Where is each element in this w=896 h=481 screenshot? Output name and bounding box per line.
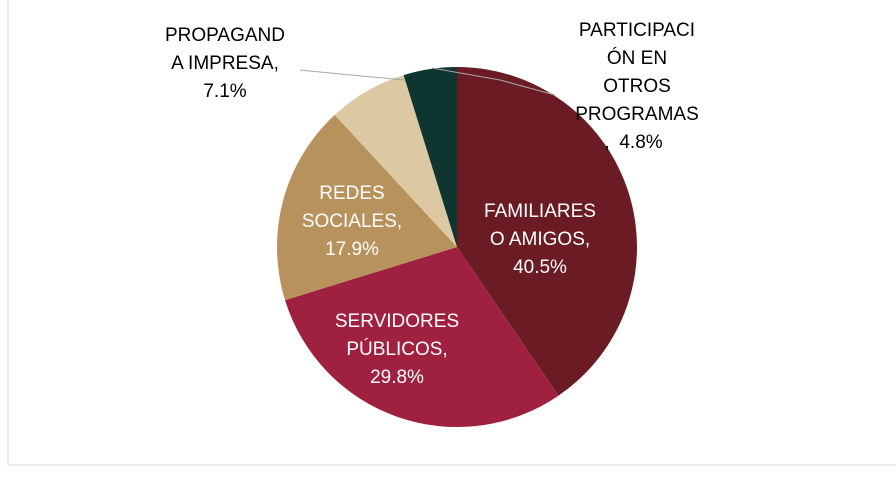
leader-line xyxy=(431,67,556,96)
pie-slice xyxy=(334,75,457,248)
pie-slice xyxy=(457,67,637,396)
slice-label: FAMILIARES O AMIGOS, xyxy=(484,201,596,250)
pie-slice xyxy=(276,114,457,301)
value-label: 4.8% xyxy=(619,132,662,153)
chart-frame xyxy=(7,0,896,466)
leader-line xyxy=(299,69,406,81)
value-label: 7.1% xyxy=(203,81,246,102)
value-label: 40.5% xyxy=(513,257,567,278)
slice-label: PARTICIPACI ÓN EN OTROS PROGRAMAS, xyxy=(575,20,699,153)
slice-label: SERVIDORES PÚBLICOS, xyxy=(335,311,459,360)
slice-label: REDES SOCIALES, xyxy=(302,183,402,232)
value-label: 17.9% xyxy=(325,239,379,260)
value-label: 29.8% xyxy=(370,367,424,388)
slice-label: PROPAGAND A IMPRESA, xyxy=(165,25,285,74)
pie-slice xyxy=(285,247,559,428)
pie-slice xyxy=(403,67,457,247)
